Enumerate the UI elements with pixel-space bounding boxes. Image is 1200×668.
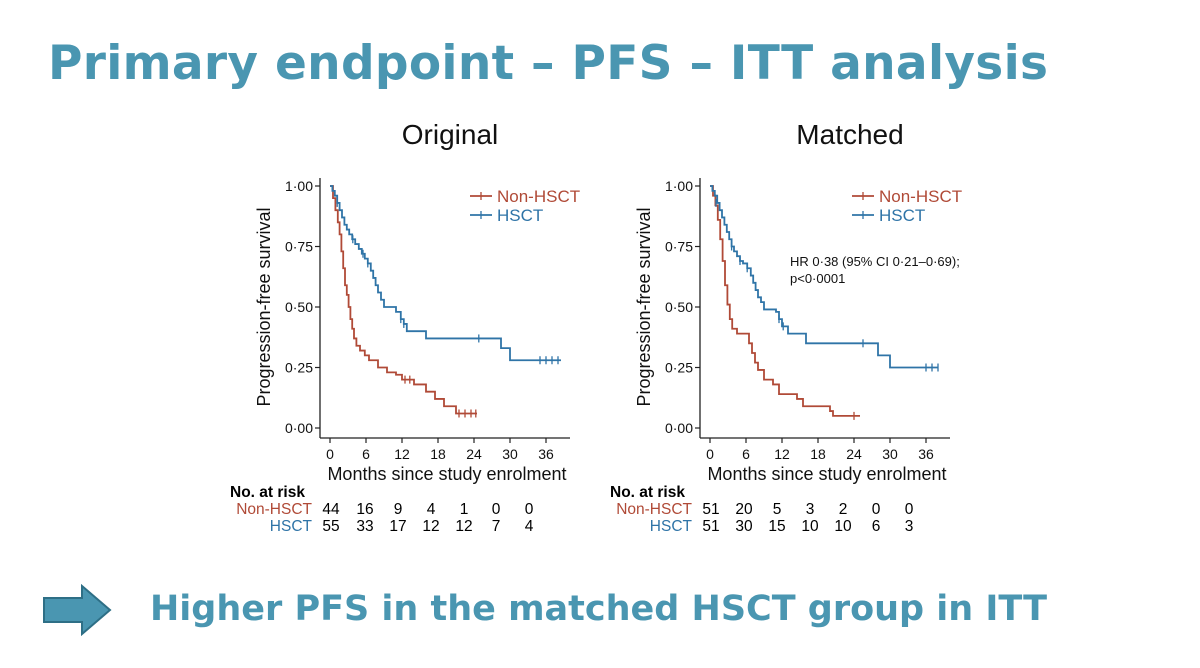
risk-cell: 0: [904, 501, 914, 518]
hr-annotation: p<0·0001: [790, 271, 845, 286]
risk-cell: 33: [356, 518, 374, 535]
chart-title-original: Original: [401, 119, 499, 150]
km-line-non-hsct: [710, 185, 860, 417]
risk-row-non-hsct: Non-HSCT 51 20 5 3 2 0 0: [610, 501, 940, 518]
x-tick-label: 24: [466, 446, 482, 462]
x-axis-label: Months since study enrolment: [707, 464, 946, 484]
risk-cell: 17: [389, 518, 407, 535]
risk-cell: 2: [838, 501, 848, 518]
risk-cell: 16: [356, 501, 374, 518]
risk-cell: 10: [801, 518, 819, 535]
risk-cell: 7: [491, 518, 501, 535]
x-tick-label: 36: [538, 446, 554, 462]
km-plot-original: 0·00 0·25 0·50 0·75 1·00 0 6 12 18 24 30 36 Months s…: [254, 178, 580, 484]
risk-cell: 55: [322, 518, 340, 535]
risk-cell: 3: [904, 518, 914, 535]
risk-cell: 0: [871, 501, 881, 518]
y-tick-label: 0·25: [285, 360, 313, 376]
risk-cell: 15: [768, 518, 786, 535]
x-tick-label: 18: [430, 446, 446, 462]
risk-row-hsct: HSCT 55 33 17 12 12 7 4: [230, 518, 560, 535]
risk-row-label: HSCT: [269, 518, 312, 535]
x-tick-label: 0: [706, 446, 714, 462]
y-tick-label: 0·50: [665, 299, 693, 315]
risk-cell: 6: [871, 518, 881, 535]
risk-row-non-hsct: Non-HSCT 44 16 9 4 1 0 0: [230, 501, 560, 518]
risk-cell: 20: [735, 501, 753, 518]
risk-cell: 10: [834, 518, 852, 535]
conclusion-text: Higher PFS in the matched HSCT group in …: [150, 589, 1047, 629]
y-tick-label: 0·00: [285, 420, 313, 436]
y-tick-label: 1·00: [665, 178, 693, 194]
right-arrow-icon: [43, 584, 112, 636]
legend-label: HSCT: [497, 206, 543, 225]
risk-table-original: No. at risk Non-HSCT 44 16 9 4 1 0 0 HSCT 55 33 17 12…: [230, 484, 560, 536]
risk-cell: 44: [322, 501, 340, 518]
risk-row-label: HSCT: [649, 518, 692, 535]
x-tick-label: 24: [846, 446, 862, 462]
risk-cell: 30: [735, 518, 753, 535]
risk-cell: 51: [702, 501, 720, 518]
legend-label: Non-HSCT: [879, 187, 962, 206]
risk-row-hsct: HSCT 51 30 15 10 10 6 3: [610, 518, 940, 535]
legend-label: Non-HSCT: [497, 187, 580, 206]
x-tick-label: 0: [326, 446, 334, 462]
x-tick-label: 30: [882, 446, 898, 462]
x-tick-label: 12: [394, 446, 410, 462]
x-tick-label: 12: [774, 446, 790, 462]
km-plot-matched: 0·00 0·25 0·50 0·75 1·00 0 6 12 18 24 30 36 Months s…: [634, 178, 962, 484]
y-axis-label: Progression-free survival: [634, 207, 654, 406]
y-tick-label: 0·25: [665, 360, 693, 376]
risk-table-header: No. at risk: [610, 484, 685, 501]
risk-table-header-row: No. at risk: [610, 484, 940, 501]
risk-cell: 4: [426, 501, 436, 518]
risk-cell: 12: [455, 518, 473, 535]
x-tick-label: 6: [742, 446, 750, 462]
risk-cell: 51: [702, 518, 720, 535]
risk-cell: 5: [772, 501, 782, 518]
y-tick-label: 0·00: [665, 420, 693, 436]
hr-annotation: HR 0·38 (95% CI 0·21–0·69);: [790, 254, 960, 269]
risk-cell: 4: [524, 518, 534, 535]
risk-cell: 9: [393, 501, 403, 518]
risk-table-header: No. at risk: [230, 484, 305, 501]
x-axis-label: Months since study enrolment: [327, 464, 566, 484]
slide-title: Primary endpoint – PFS – ITT analysis: [48, 36, 1049, 91]
x-tick-label: 30: [502, 446, 518, 462]
risk-cell: 3: [805, 501, 815, 518]
x-tick-label: 18: [810, 446, 826, 462]
y-tick-label: 0·75: [665, 239, 693, 255]
risk-table-matched: No. at risk Non-HSCT 51 20 5 3 2 0 0 HSCT 51 30 15 10…: [610, 484, 940, 536]
y-tick-label: 0·75: [285, 239, 313, 255]
risk-cell: 1: [459, 501, 469, 518]
legend-label: HSCT: [879, 206, 925, 225]
risk-cell: 0: [491, 501, 501, 518]
chart-title-matched: Matched: [796, 119, 904, 150]
risk-cell: 12: [422, 518, 440, 535]
risk-cell: 0: [524, 501, 534, 518]
y-tick-label: 1·00: [285, 178, 313, 194]
y-tick-label: 0·50: [285, 299, 313, 315]
risk-table-header-row: No. at risk: [230, 484, 560, 501]
x-tick-label: 6: [362, 446, 370, 462]
x-tick-label: 36: [918, 446, 934, 462]
km-line-non-hsct: [330, 185, 477, 415]
risk-row-label: Non-HSCT: [236, 501, 312, 518]
risk-row-label: Non-HSCT: [616, 501, 692, 518]
y-axis-label: Progression-free survival: [254, 207, 274, 406]
